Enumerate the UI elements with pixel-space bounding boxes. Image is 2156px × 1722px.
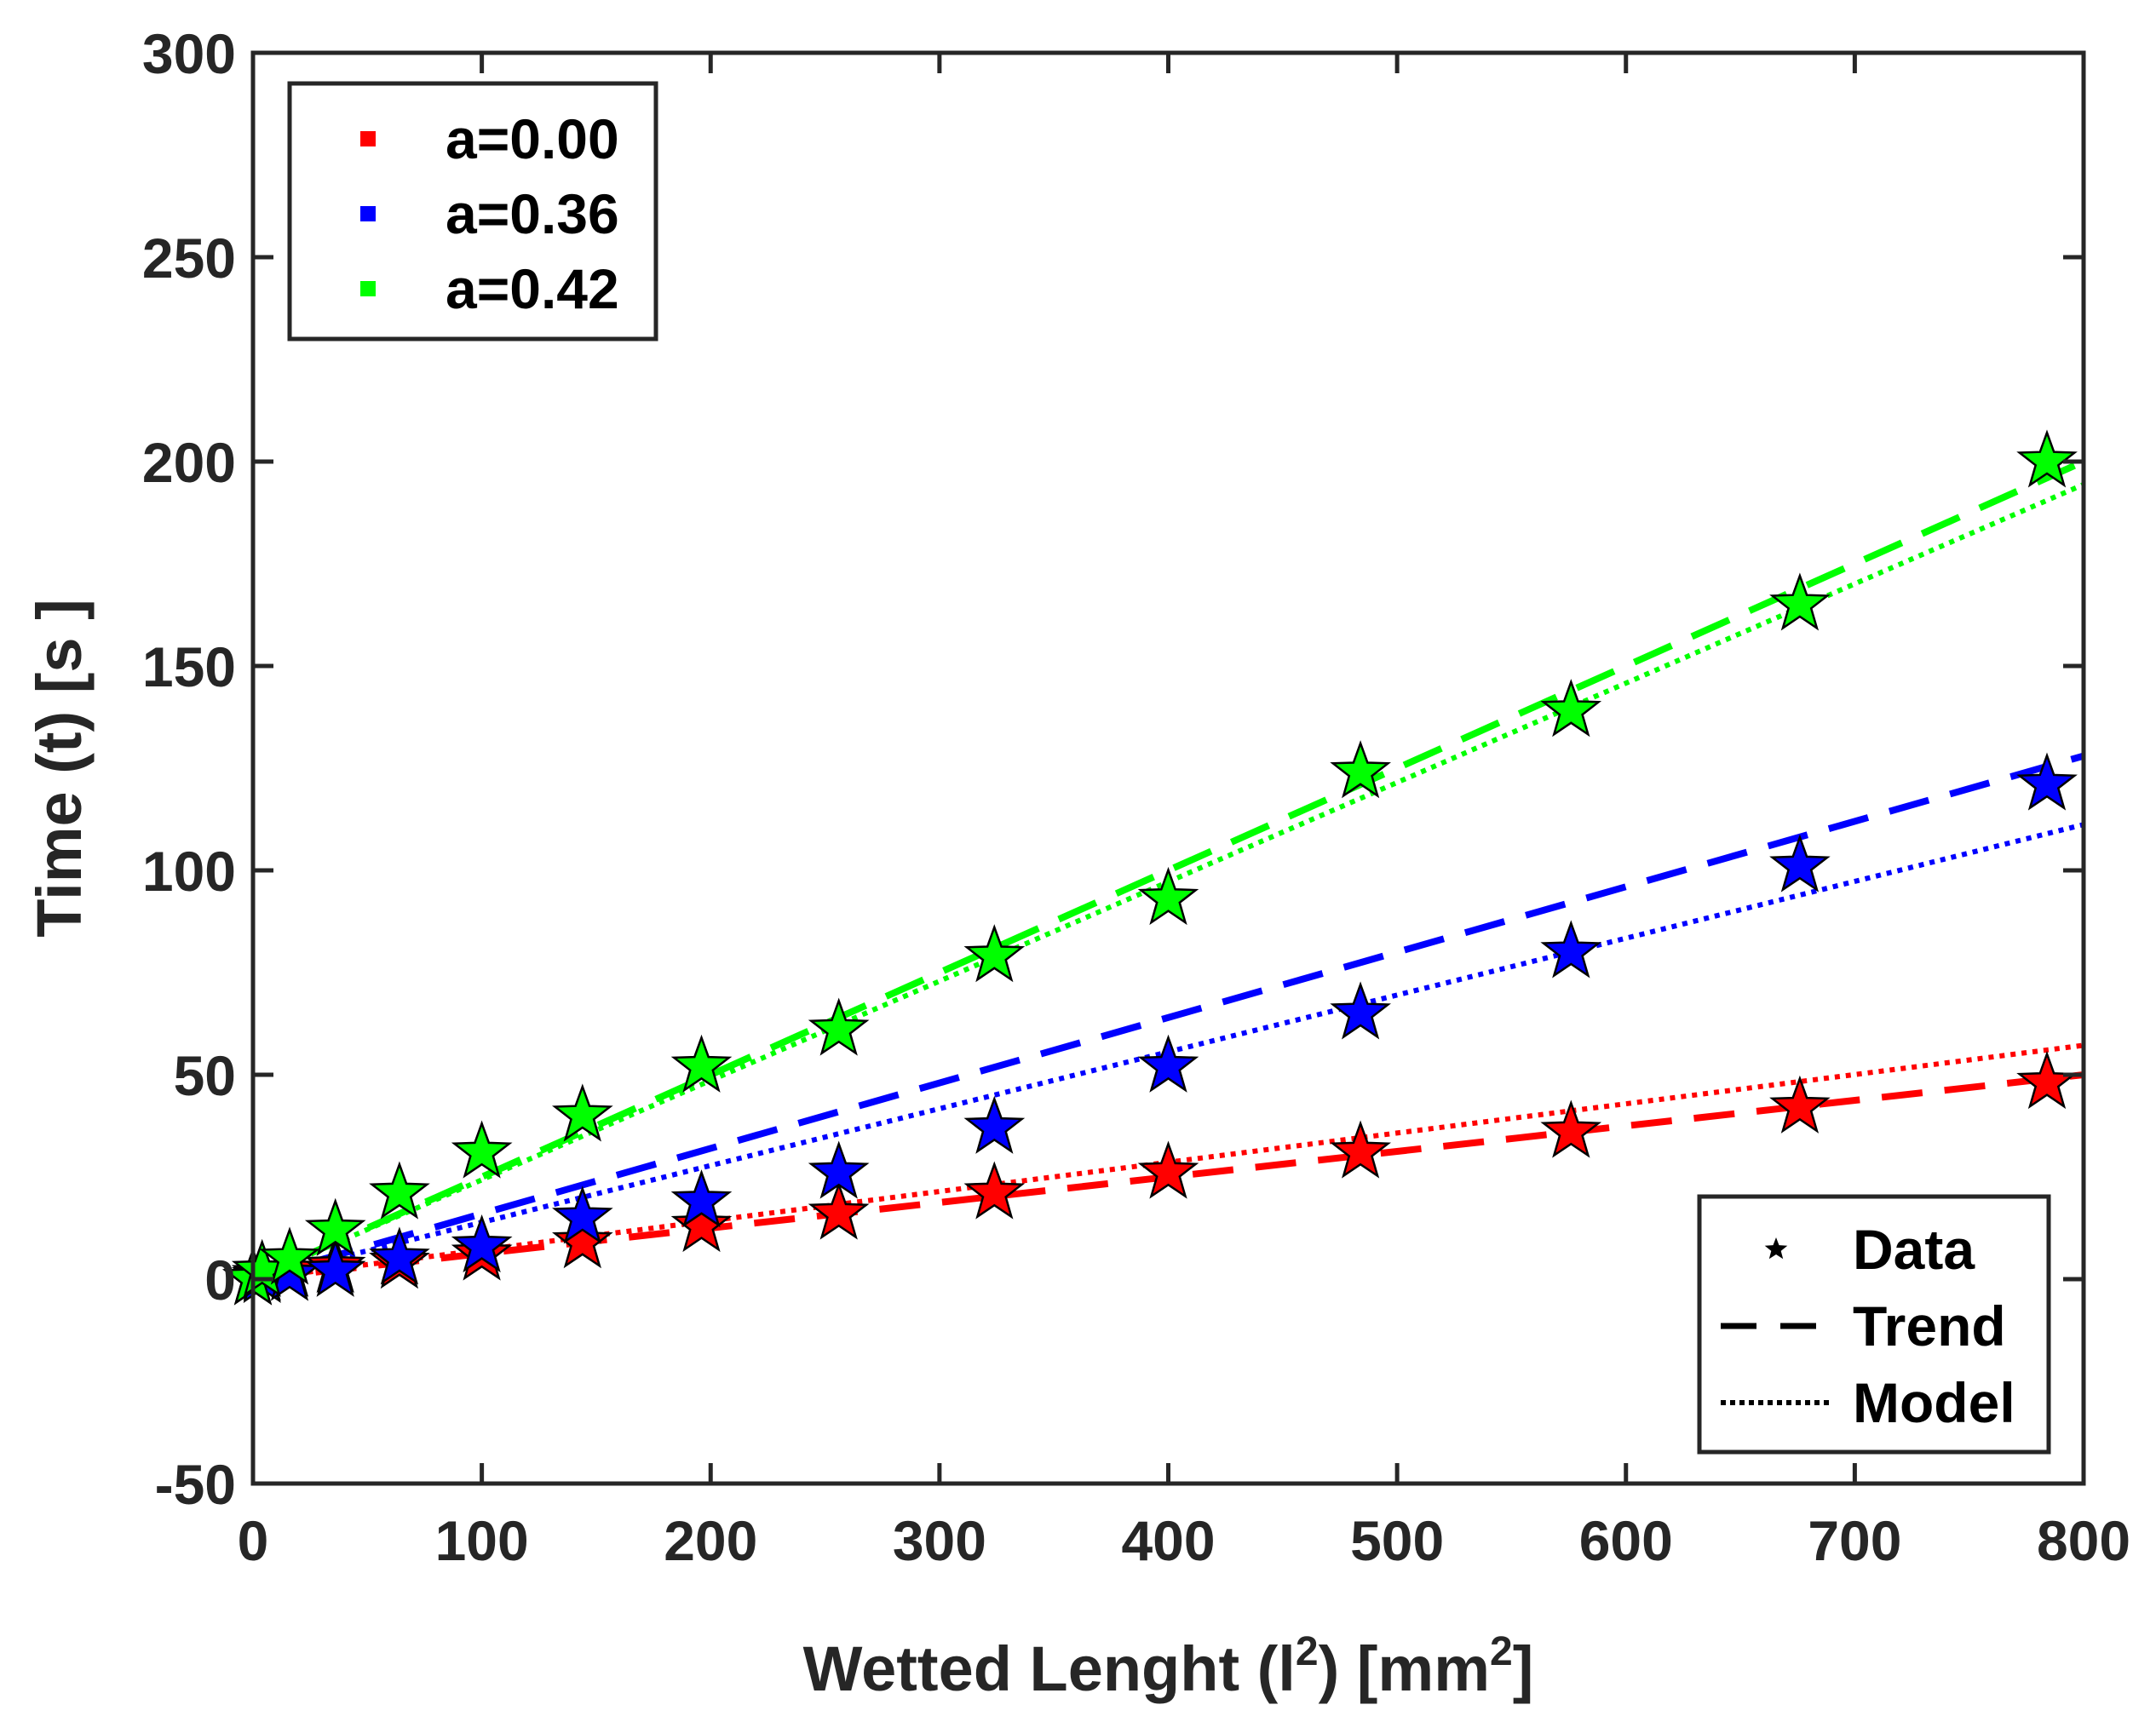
data-point-series-3 [670, 1034, 733, 1093]
legend-series-label: a=0.42 [446, 257, 619, 320]
data-point-series-2 [1769, 834, 1831, 893]
data-point-series-1 [670, 1193, 733, 1253]
x-tick-label: 800 [2037, 1509, 2130, 1572]
style-legend-entry-star: Data [1764, 1218, 1975, 1281]
legend-style-label: Trend [1853, 1294, 2006, 1358]
x-tick-label: 500 [1350, 1509, 1444, 1572]
x-tick-label: 0 [238, 1509, 269, 1572]
data-point-series-1 [808, 1181, 870, 1240]
data-point-series-1 [552, 1210, 613, 1269]
data-point-series-3 [808, 997, 870, 1056]
trend-line-series-2 [251, 752, 2085, 1283]
y-tick-label: 250 [142, 227, 236, 290]
y-tick-label: -50 [155, 1453, 236, 1516]
x-tick-label: 200 [664, 1509, 757, 1572]
legend-star-icon [1764, 1237, 1788, 1260]
x-tick-label: 700 [1808, 1509, 1901, 1572]
style-legend: Data Trend Model [1697, 1194, 2051, 1455]
data-point-series-2 [670, 1169, 733, 1228]
data-point-series-2 [808, 1140, 870, 1199]
data-point-series-3 [1769, 572, 1831, 631]
y-tick-label: 100 [142, 840, 236, 903]
style-legend-box [1697, 1194, 2051, 1455]
y-axis-label: Time (t) [s ] [24, 599, 95, 937]
data-point-series-2 [963, 1095, 1026, 1154]
y-tick-label: 200 [142, 431, 236, 494]
data-point-series-2 [369, 1226, 430, 1285]
data-point-series-1 [1137, 1140, 1199, 1199]
data-point-series-3 [451, 1120, 513, 1179]
data-point-series-3 [1137, 866, 1199, 926]
data-point-series-1 [1540, 1099, 1602, 1158]
data-point-series-1 [1330, 1120, 1391, 1179]
x-axis-label: Wetted Lenght (l2) [mm2] [803, 1629, 1534, 1704]
data-point-series-3 [369, 1161, 430, 1220]
data-point-series-2 [1540, 920, 1602, 979]
data-point-series-3 [2016, 429, 2078, 488]
x-tick-label: 600 [1579, 1509, 1673, 1572]
style-legend-entry-dotted: Model [1721, 1371, 2015, 1434]
style-legend-entry-dashed: Trend [1721, 1294, 2006, 1358]
legend-series-label: a=0.00 [446, 107, 619, 170]
data-point-series-3 [552, 1083, 613, 1142]
data-point-series-3 [304, 1197, 366, 1256]
legend-swatch [360, 281, 376, 296]
tick-labels-layer: 0 100 200 300 400 500 600 700 800-50050100150200… [142, 22, 2130, 1572]
legend-swatch [360, 131, 376, 146]
data-point-series-3 [259, 1226, 320, 1285]
data-point-series-2 [2016, 752, 2078, 811]
x-tick-label: 400 [1121, 1509, 1215, 1572]
y-tick-label: 50 [174, 1044, 236, 1107]
y-tick-label: 300 [142, 22, 236, 85]
y-tick-label: 150 [142, 635, 236, 698]
legend-style-label: Data [1853, 1218, 1975, 1281]
legend-swatch [360, 206, 376, 221]
y-tick-label: 0 [204, 1248, 236, 1312]
data-point-series-1 [963, 1161, 1026, 1220]
data-point-series-2 [1137, 1034, 1199, 1093]
data-point-series-2 [1330, 981, 1391, 1040]
data-point-series-1 [1769, 1075, 1831, 1134]
series-legend: a=0.00 a=0.36 a=0.42 [287, 81, 658, 342]
legend-series-label: a=0.36 [446, 182, 619, 245]
data-point-series-3 [963, 924, 1026, 983]
data-point-series-3 [1540, 679, 1602, 738]
data-point-series-2 [304, 1238, 366, 1297]
legend-style-label: Model [1853, 1371, 2015, 1434]
data-point-series-3 [1330, 740, 1391, 799]
x-tick-label: 100 [435, 1509, 529, 1572]
data-point-series-2 [552, 1185, 613, 1244]
markers-layer [222, 429, 2078, 1306]
ticks-layer [250, 50, 2086, 1486]
series-legend-box [287, 81, 658, 342]
data-point-series-2 [451, 1214, 513, 1273]
x-tick-label: 300 [893, 1509, 986, 1572]
